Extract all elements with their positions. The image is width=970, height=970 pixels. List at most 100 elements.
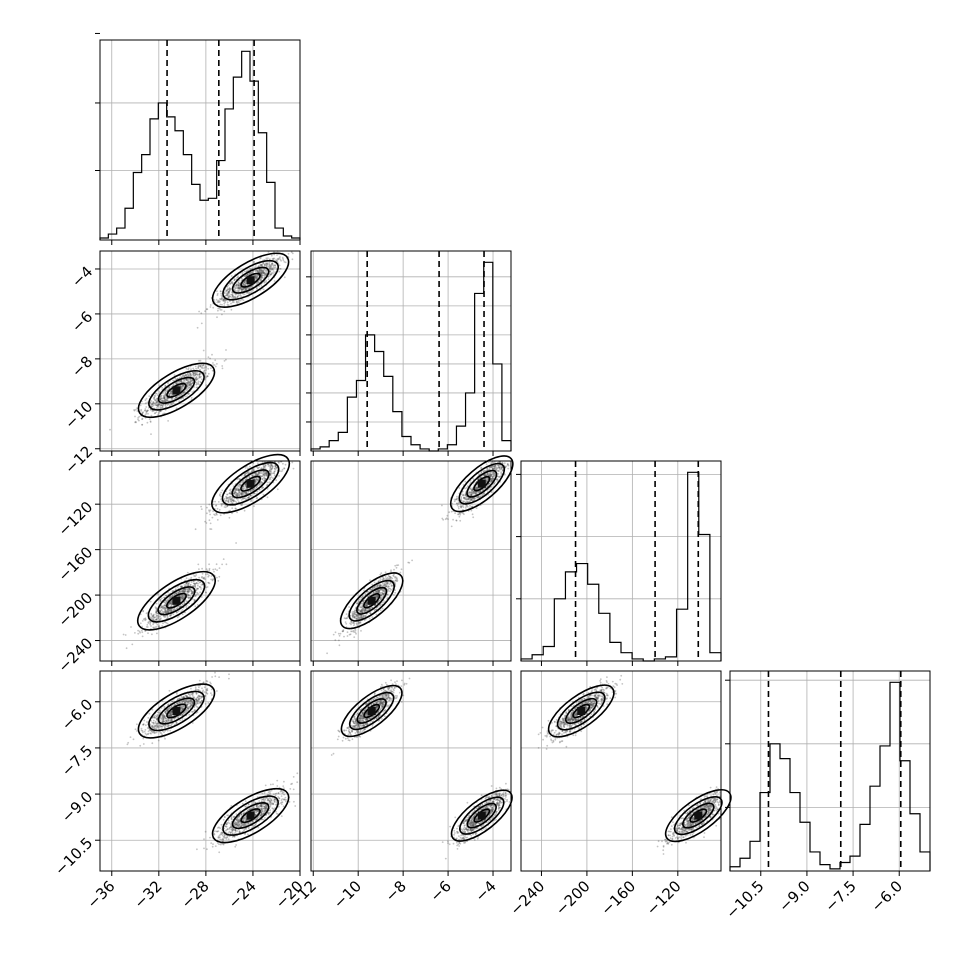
sample-point [237, 286, 240, 289]
sample-point [161, 400, 164, 402]
sample-point [385, 578, 388, 580]
sample-point [195, 376, 198, 378]
sample-point [170, 403, 173, 406]
sample-point [229, 282, 232, 285]
sample-point [144, 409, 146, 412]
sample-point [192, 372, 195, 375]
sample-point [263, 281, 266, 284]
sample-point [186, 388, 189, 391]
sample-point [366, 609, 369, 612]
sample-point [166, 404, 169, 406]
sample-point [396, 579, 399, 582]
sample-point [163, 397, 166, 399]
sample-point [178, 377, 181, 379]
sample-point [190, 368, 192, 370]
sample-point [195, 587, 198, 590]
sample-point [219, 303, 222, 306]
sample-point [200, 505, 203, 508]
sample-point [217, 307, 220, 310]
sample-point [204, 520, 207, 523]
sample-point [453, 500, 456, 503]
sample-point [189, 383, 192, 386]
sample-point [170, 390, 172, 393]
sample-point [227, 291, 230, 294]
sample-point [260, 264, 262, 267]
sample-point [217, 300, 220, 303]
sample-point [233, 295, 236, 298]
sample-point [141, 620, 144, 622]
sample-point [139, 631, 142, 634]
sample-point [172, 394, 174, 396]
sample-point [360, 630, 362, 632]
sample-point [151, 403, 154, 406]
sample-point [394, 564, 397, 567]
sample-point [243, 281, 246, 284]
sample-point [155, 611, 158, 613]
sample-point [163, 397, 166, 400]
sample-point [243, 283, 246, 286]
sample-point [264, 272, 267, 275]
sample-point [182, 392, 185, 394]
sample-point [159, 403, 161, 406]
sample-point [198, 375, 201, 378]
sample-point [164, 607, 167, 609]
sample-point [166, 599, 169, 601]
sample-point [180, 385, 183, 388]
sample-point [250, 500, 252, 503]
sample-point [130, 626, 132, 628]
sample-point [243, 270, 246, 273]
sample-point [389, 590, 391, 593]
sample-point [152, 401, 155, 404]
sample-point [160, 406, 162, 409]
sample-point [339, 632, 342, 635]
sample-point [162, 622, 164, 625]
sample-point [475, 507, 478, 509]
sample-point [136, 407, 138, 409]
sample-point [225, 563, 228, 566]
sample-point [178, 381, 181, 383]
sample-point [287, 252, 290, 255]
sample-point [216, 294, 219, 297]
sample-point [156, 404, 159, 407]
sample-point [345, 622, 348, 625]
sample-point [219, 297, 221, 300]
sample-point [258, 473, 260, 475]
sample-point [220, 297, 223, 300]
sample-point [231, 291, 234, 294]
sample-point [212, 306, 215, 309]
sample-point [351, 612, 354, 615]
sample-point [236, 285, 239, 288]
sample-point [251, 474, 254, 477]
sample-point [200, 508, 203, 510]
sample-point [230, 308, 233, 311]
sample-point [150, 625, 152, 627]
sample-point [198, 375, 201, 378]
sample-point [195, 367, 198, 370]
sample-point [162, 394, 165, 397]
sample-point [164, 389, 167, 392]
sample-point [248, 287, 251, 290]
sample-point [394, 591, 397, 594]
sample-point [255, 275, 258, 277]
sample-point [199, 591, 202, 594]
sample-point [164, 384, 167, 387]
sample-point [233, 289, 236, 292]
sample-point [225, 500, 227, 502]
sample-point [156, 400, 159, 403]
histogram-0 [99, 50, 301, 240]
sample-point [172, 384, 175, 387]
sample-point [224, 506, 227, 509]
sample-point [217, 301, 220, 304]
sample-point [243, 497, 246, 499]
sample-point [263, 272, 265, 275]
sample-point [149, 408, 152, 411]
sample-point [163, 604, 166, 607]
sample-point [150, 400, 153, 402]
sample-point [163, 400, 166, 402]
sample-point [244, 275, 247, 278]
sample-point [162, 403, 165, 406]
sample-point [210, 575, 213, 577]
sample-point [202, 349, 205, 352]
sample-point [259, 272, 262, 275]
sample-point [164, 399, 167, 401]
